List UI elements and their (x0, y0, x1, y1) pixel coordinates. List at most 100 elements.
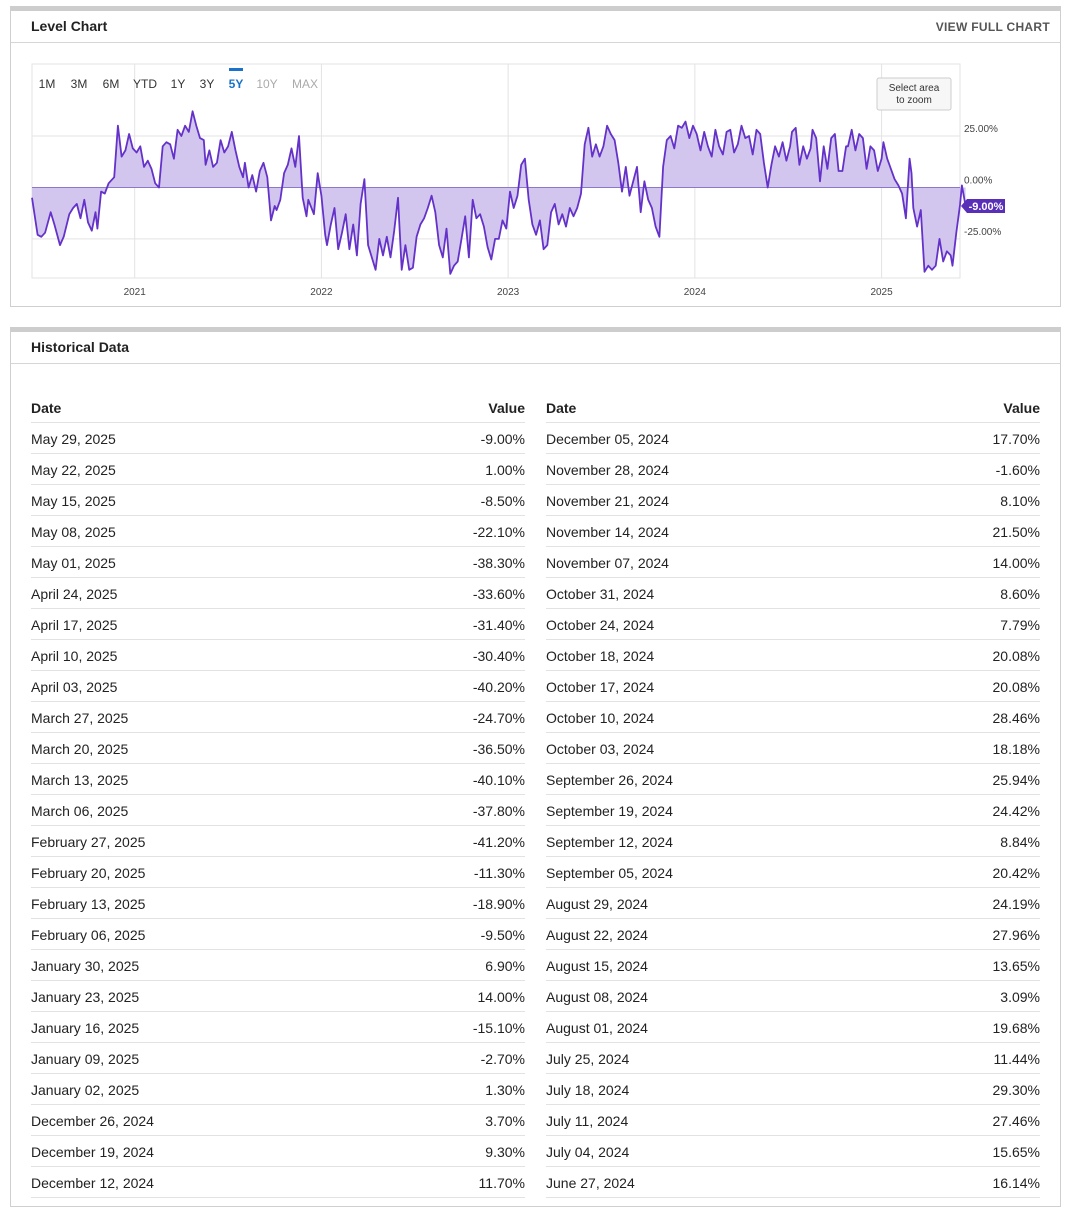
range-button-3y[interactable]: 3Y (200, 77, 215, 91)
table-row: October 10, 2024 28.46% (546, 702, 1040, 733)
historical-table-right: Date Value December 05, 2024 17.70% Novemb… (546, 362, 1040, 1198)
row-value: 3.09% (1000, 989, 1040, 1005)
row-value: 14.00% (992, 555, 1040, 571)
row-value: 28.46% (992, 710, 1040, 726)
table-row: March 27, 2025 -24.70% (31, 702, 525, 733)
table-row: December 05, 2024 17.70% (546, 423, 1040, 454)
series-line (31, 110, 967, 275)
table-row: May 08, 2025 -22.10% (31, 516, 525, 547)
row-value: 19.68% (992, 1020, 1040, 1036)
row-value: -2.70% (480, 1051, 525, 1067)
row-value: 6.90% (485, 958, 525, 974)
row-value: -24.70% (472, 710, 525, 726)
range-button-max[interactable]: MAX (292, 77, 318, 91)
row-value: 27.96% (992, 927, 1040, 943)
row-date: December 26, 2024 (31, 1113, 154, 1129)
row-value: -15.10% (472, 1020, 525, 1036)
row-date: January 09, 2025 (31, 1051, 140, 1067)
x-tick-label: 2025 (870, 287, 893, 298)
range-button-3m[interactable]: 3M (71, 77, 88, 91)
table-row: November 07, 2024 14.00% (546, 547, 1040, 578)
level-chart-svg[interactable]: 2021 2022 2023 2024 2025 25.00% 0.00% -25.00% -9… (11, 11, 1062, 307)
row-date: April 10, 2025 (31, 648, 118, 664)
row-date: February 06, 2025 (31, 927, 146, 943)
row-date: August 15, 2024 (546, 958, 648, 974)
table-row: April 24, 2025 -33.60% (31, 578, 525, 609)
row-date: January 02, 2025 (31, 1082, 140, 1098)
level-chart-title: Level Chart (31, 18, 108, 34)
row-date: July 18, 2024 (546, 1082, 630, 1098)
value-column-header: Value (1003, 400, 1040, 416)
table-header: Date Value (546, 362, 1040, 423)
row-date: August 22, 2024 (546, 927, 648, 943)
table-row: December 19, 2024 9.30% (31, 1136, 525, 1167)
row-value: -11.30% (473, 865, 525, 881)
row-date: December 19, 2024 (31, 1144, 154, 1160)
row-date: November 07, 2024 (546, 555, 669, 571)
row-value: 15.65% (992, 1144, 1040, 1160)
range-button-5y[interactable]: 5Y (229, 77, 244, 91)
table-row: September 05, 2024 20.42% (546, 857, 1040, 888)
row-date: September 26, 2024 (546, 772, 673, 788)
row-date: April 03, 2025 (31, 679, 118, 695)
row-date: January 16, 2025 (31, 1020, 140, 1036)
range-button-10y[interactable]: 10Y (256, 77, 277, 91)
row-value: 24.42% (992, 803, 1040, 819)
row-value: 18.18% (992, 741, 1040, 757)
row-value: 11.44% (993, 1051, 1040, 1067)
range-button-1y[interactable]: 1Y (171, 77, 186, 91)
range-button-6m[interactable]: 6M (103, 77, 120, 91)
row-date: January 23, 2025 (31, 989, 140, 1005)
x-tick-label: 2023 (497, 287, 520, 298)
zoom-hint-text: Select area (889, 83, 940, 94)
row-value: 21.50% (992, 524, 1040, 540)
table-row: November 28, 2024 -1.60% (546, 454, 1040, 485)
row-date: November 14, 2024 (546, 524, 669, 540)
table-row: October 18, 2024 20.08% (546, 640, 1040, 671)
row-date: May 22, 2025 (31, 462, 116, 478)
table-row: January 02, 2025 1.30% (31, 1074, 525, 1105)
row-value: 17.70% (992, 431, 1040, 447)
row-date: March 13, 2025 (31, 772, 129, 788)
table-row: May 01, 2025 -38.30% (31, 547, 525, 578)
series-area (32, 111, 966, 274)
table-row: August 22, 2024 27.96% (546, 919, 1040, 950)
row-date: February 27, 2025 (31, 834, 146, 850)
table-row: March 06, 2025 -37.80% (31, 795, 525, 826)
row-value: 11.70% (478, 1175, 525, 1191)
row-date: February 13, 2025 (31, 896, 146, 912)
row-value: -38.30% (472, 555, 525, 571)
table-row: July 11, 2024 27.46% (546, 1105, 1040, 1136)
row-date: September 12, 2024 (546, 834, 673, 850)
row-date: August 08, 2024 (546, 989, 648, 1005)
row-value: 20.42% (992, 865, 1040, 881)
row-date: May 29, 2025 (31, 431, 116, 447)
y-tick-label: 25.00% (964, 124, 998, 135)
row-value: 20.08% (992, 648, 1040, 664)
row-value: 29.30% (992, 1082, 1040, 1098)
historical-data-panel: Historical Data Date Value May 29, 2025 -… (10, 327, 1061, 1207)
table-row: January 23, 2025 14.00% (31, 981, 525, 1012)
table-row: August 08, 2024 3.09% (546, 981, 1040, 1012)
row-value: -40.10% (472, 772, 525, 788)
row-date: June 27, 2024 (546, 1175, 635, 1191)
y-tick-label: 0.00% (964, 175, 992, 186)
range-button-ytd[interactable]: YTD (133, 77, 157, 91)
table-row: April 03, 2025 -40.20% (31, 671, 525, 702)
row-value: -30.40% (472, 648, 525, 664)
range-button-1m[interactable]: 1M (39, 77, 56, 91)
row-date: April 17, 2025 (31, 617, 118, 633)
table-row: December 12, 2024 11.70% (31, 1167, 525, 1198)
table-row: September 26, 2024 25.94% (546, 764, 1040, 795)
table-row: March 13, 2025 -40.10% (31, 764, 525, 795)
view-full-chart-link[interactable]: VIEW FULL CHART (935, 20, 1050, 34)
historical-table-left: Date Value May 29, 2025 -9.00% May 22, 202… (31, 362, 525, 1198)
row-value: 20.08% (992, 679, 1040, 695)
table-row: December 26, 2024 3.70% (31, 1105, 525, 1136)
row-date: December 05, 2024 (546, 431, 669, 447)
table-row: February 27, 2025 -41.20% (31, 826, 525, 857)
row-value: -41.20% (472, 834, 525, 850)
row-value: -31.40% (472, 617, 525, 633)
table-row: January 16, 2025 -15.10% (31, 1012, 525, 1043)
level-chart-panel: Level Chart VIEW FULL CHART 2021 2022 2023… (10, 6, 1061, 307)
